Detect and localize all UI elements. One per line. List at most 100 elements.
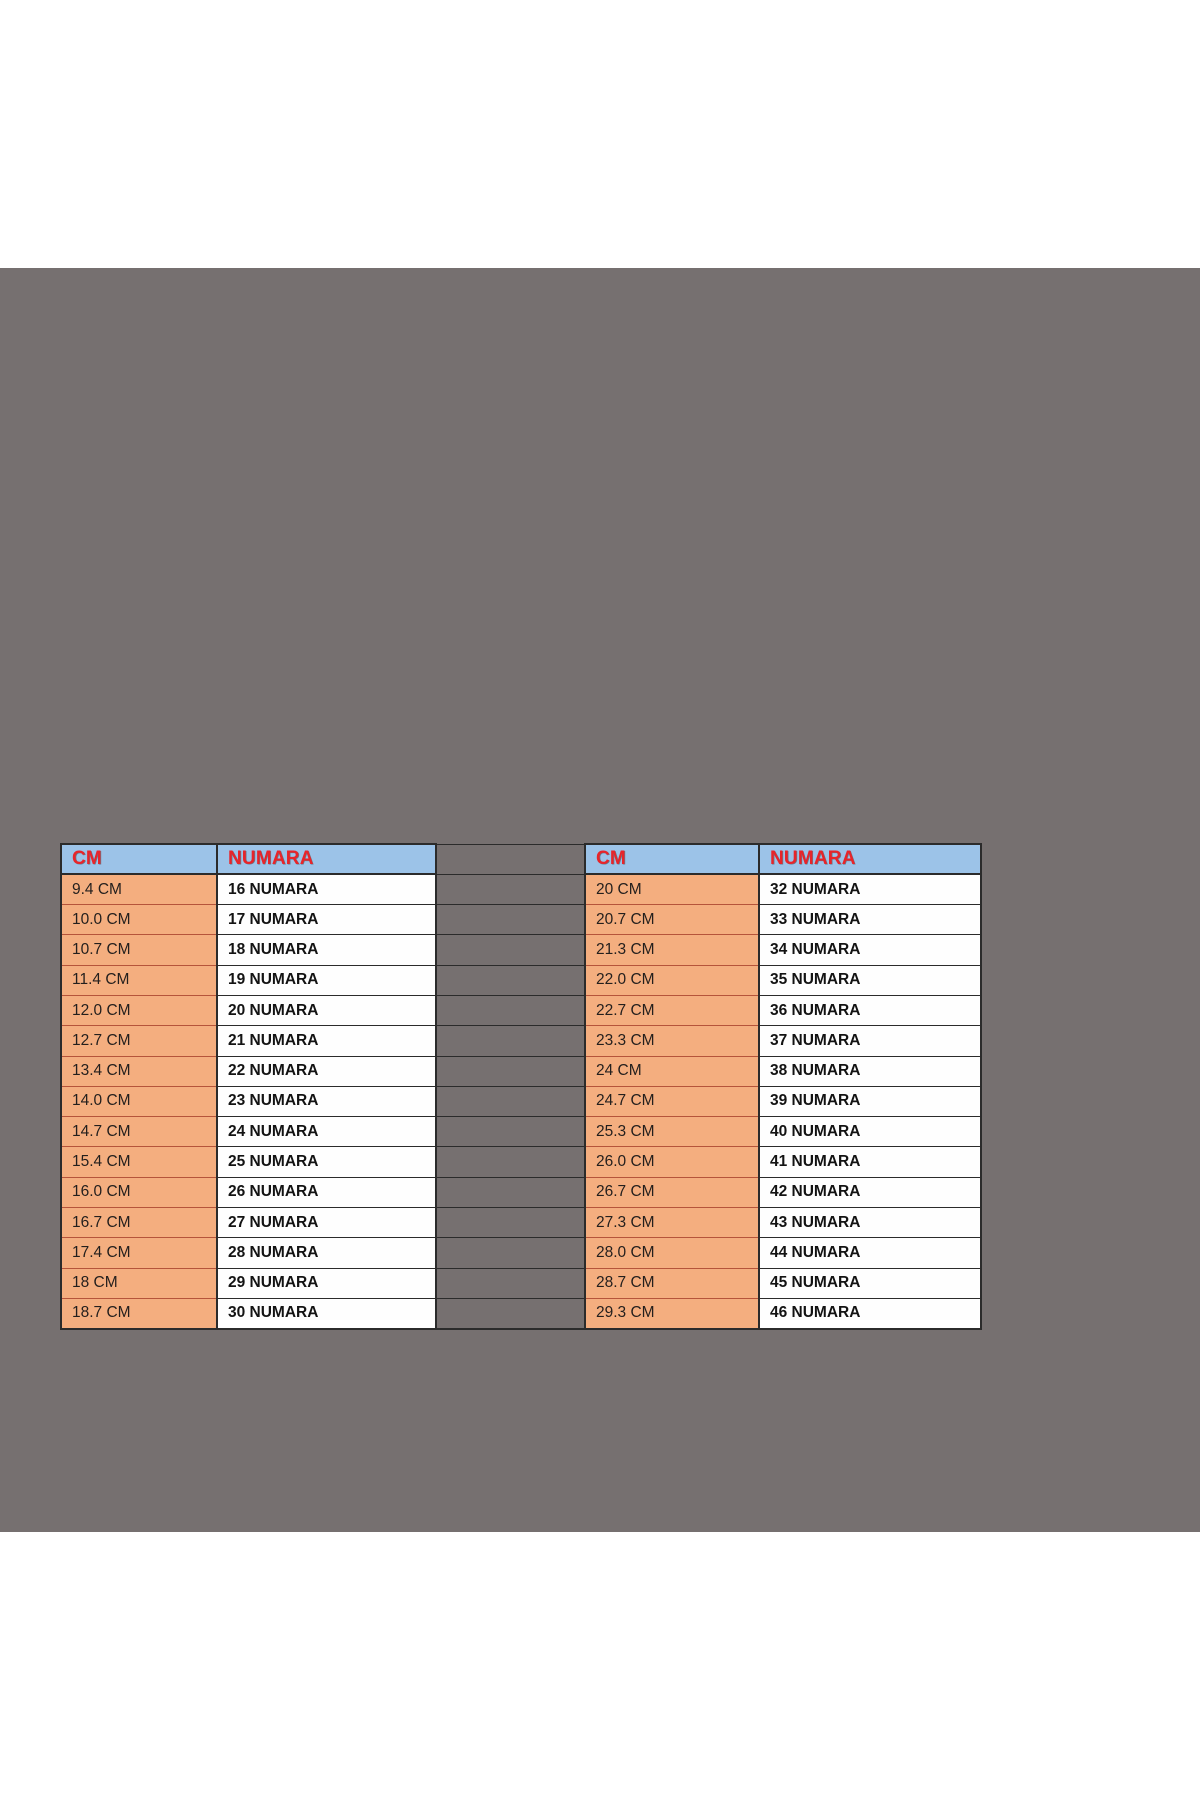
header-label-cm-left: CM — [72, 848, 102, 870]
cell-spacer — [435, 1146, 586, 1178]
cell-spacer — [435, 1025, 586, 1057]
cell-numara-right: 46 NUMARA — [759, 1298, 982, 1330]
cell-numara-left: 20 NUMARA — [217, 995, 437, 1027]
cell-cm-right: 27.3 CM — [584, 1207, 760, 1239]
cell-numara-left: 29 NUMARA — [217, 1268, 437, 1299]
cell-numara-left: 22 NUMARA — [217, 1056, 437, 1087]
cell-numara-right: 39 NUMARA — [759, 1086, 982, 1118]
cell-numara-left: 16 NUMARA — [217, 874, 437, 906]
header-cell-numara-right: NUMARA — [758, 842, 982, 876]
cell-spacer — [435, 1116, 586, 1148]
cell-numara-right: 45 NUMARA — [759, 1268, 982, 1299]
cell-cm-right: 24 CM — [584, 1056, 760, 1087]
cell-spacer — [435, 1298, 586, 1330]
cell-numara-right: 44 NUMARA — [759, 1237, 982, 1269]
table-row: 18 CM 29 NUMARA 28.7 CM 45 NUMARA — [60, 1268, 982, 1299]
cell-cm-left: 16.7 CM — [60, 1207, 218, 1239]
cell-numara-right: 33 NUMARA — [759, 904, 982, 936]
table-row: 18.7 CM 30 NUMARA 29.3 CM 46 NUMARA — [60, 1298, 982, 1330]
cell-cm-right: 25.3 CM — [584, 1116, 760, 1148]
table-row: 11.4 CM 19 NUMARA 22.0 CM 35 NUMARA — [60, 965, 982, 996]
cell-cm-left: 17.4 CM — [60, 1237, 218, 1269]
cell-cm-left: 14.7 CM — [60, 1116, 218, 1148]
cell-cm-left: 12.0 CM — [60, 995, 218, 1027]
cell-spacer — [435, 1207, 586, 1239]
table-row: 14.0 CM 23 NUMARA 24.7 CM 39 NUMARA — [60, 1086, 982, 1118]
header-cell-numara-left: NUMARA — [216, 842, 437, 876]
table-row: 10.0 CM 17 NUMARA 20.7 CM 33 NUMARA — [60, 904, 982, 936]
cell-cm-right: 24.7 CM — [584, 1086, 760, 1118]
table-row: 12.7 CM 21 NUMARA 23.3 CM 37 NUMARA — [60, 1025, 982, 1057]
cell-numara-right: 40 NUMARA — [759, 1116, 982, 1148]
table-row: 16.0 CM 26 NUMARA 26.7 CM 42 NUMARA — [60, 1177, 982, 1209]
cell-numara-right: 34 NUMARA — [759, 934, 982, 966]
cell-cm-left: 11.4 CM — [60, 965, 218, 996]
cell-numara-right: 36 NUMARA — [759, 995, 982, 1027]
cell-cm-left: 14.0 CM — [60, 1086, 218, 1118]
header-cell-cm-left: CM — [60, 842, 218, 876]
shoe-size-table: CM NUMARA CM NUMARA 9.4 CM — [60, 842, 982, 1330]
cell-numara-left: 27 NUMARA — [217, 1207, 437, 1239]
cell-numara-right: 42 NUMARA — [759, 1177, 982, 1209]
cell-numara-right: 32 NUMARA — [759, 874, 982, 906]
header-cell-spacer — [435, 843, 586, 875]
table-body: 9.4 CM 16 NUMARA 20 CM 32 NUMARA 10.0 CM 17 N… — [60, 874, 982, 1330]
table-header: CM NUMARA CM NUMARA — [60, 842, 982, 876]
cell-numara-left: 30 NUMARA — [217, 1298, 437, 1330]
cell-cm-right: 20.7 CM — [584, 904, 760, 936]
cell-cm-left: 15.4 CM — [60, 1146, 218, 1178]
cell-spacer — [435, 965, 586, 996]
cell-cm-left: 18.7 CM — [60, 1298, 218, 1330]
cell-cm-left: 9.4 CM — [60, 874, 218, 906]
cell-numara-right: 38 NUMARA — [759, 1056, 982, 1087]
cell-cm-left: 18 CM — [60, 1268, 218, 1299]
cell-cm-right: 26.0 CM — [584, 1146, 760, 1178]
header-row: CM NUMARA CM NUMARA — [60, 842, 982, 876]
cell-numara-left: 17 NUMARA — [217, 904, 437, 936]
cell-cm-left: 10.0 CM — [60, 904, 218, 936]
table-row: 10.7 CM 18 NUMARA 21.3 CM 34 NUMARA — [60, 934, 982, 966]
cell-spacer — [435, 1268, 586, 1299]
table-row: 16.7 CM 27 NUMARA 27.3 CM 43 NUMARA — [60, 1207, 982, 1239]
cell-spacer — [435, 874, 586, 906]
cell-numara-left: 23 NUMARA — [217, 1086, 437, 1118]
cell-spacer — [435, 904, 586, 936]
cell-cm-left: 13.4 CM — [60, 1056, 218, 1087]
table-row: 12.0 CM 20 NUMARA 22.7 CM 36 NUMARA — [60, 995, 982, 1027]
cell-spacer — [435, 1056, 586, 1087]
cell-cm-right: 28.0 CM — [584, 1237, 760, 1269]
cell-numara-left: 21 NUMARA — [217, 1025, 437, 1057]
cell-cm-right: 21.3 CM — [584, 934, 760, 966]
cell-spacer — [435, 995, 586, 1027]
cell-spacer — [435, 934, 586, 966]
cell-spacer — [435, 1086, 586, 1118]
cell-spacer — [435, 1237, 586, 1269]
cell-numara-left: 25 NUMARA — [217, 1146, 437, 1178]
header-label-numara-right: NUMARA — [770, 848, 856, 870]
header-cell-cm-right: CM — [584, 842, 760, 876]
cell-cm-right: 29.3 CM — [584, 1298, 760, 1330]
table-row: 17.4 CM 28 NUMARA 28.0 CM 44 NUMARA — [60, 1237, 982, 1269]
table-row: 9.4 CM 16 NUMARA 20 CM 32 NUMARA — [60, 874, 982, 906]
cell-cm-left: 16.0 CM — [60, 1177, 218, 1209]
cell-numara-right: 35 NUMARA — [759, 965, 982, 996]
cell-numara-left: 19 NUMARA — [217, 965, 437, 996]
cell-numara-right: 43 NUMARA — [759, 1207, 982, 1239]
cell-numara-right: 37 NUMARA — [759, 1025, 982, 1057]
cell-numara-left: 26 NUMARA — [217, 1177, 437, 1209]
header-label-numara-left: NUMARA — [228, 848, 314, 870]
cell-cm-left: 10.7 CM — [60, 934, 218, 966]
size-conversion-chart: CM NUMARA CM NUMARA 9.4 CM — [60, 842, 982, 1330]
cell-cm-right: 26.7 CM — [584, 1177, 760, 1209]
cell-numara-left: 28 NUMARA — [217, 1237, 437, 1269]
cell-cm-right: 22.7 CM — [584, 995, 760, 1027]
table-row: 13.4 CM 22 NUMARA 24 CM 38 NUMARA — [60, 1056, 982, 1087]
cell-cm-right: 22.0 CM — [584, 965, 760, 996]
cell-numara-left: 24 NUMARA — [217, 1116, 437, 1148]
gray-backdrop-panel: CM NUMARA CM NUMARA 9.4 CM — [0, 268, 1200, 1532]
cell-cm-right: 20 CM — [584, 874, 760, 906]
cell-cm-left: 12.7 CM — [60, 1025, 218, 1057]
cell-numara-right: 41 NUMARA — [759, 1146, 982, 1178]
cell-cm-right: 28.7 CM — [584, 1268, 760, 1299]
